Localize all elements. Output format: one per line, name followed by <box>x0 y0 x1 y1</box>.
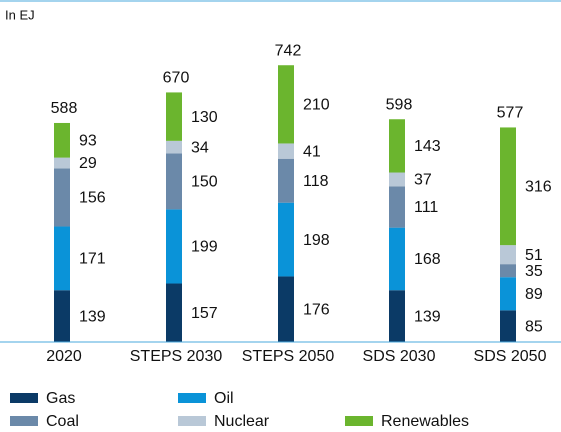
total-label: 742 <box>275 42 302 59</box>
value-label: 85 <box>525 318 543 335</box>
bar-segment <box>54 122 70 158</box>
value-label: 139 <box>414 308 441 325</box>
bar-segment <box>500 277 516 311</box>
value-label: 139 <box>79 308 106 325</box>
x-tick-label: SDS 2050 <box>474 348 547 365</box>
bar-segment <box>54 157 70 169</box>
value-label: 150 <box>191 174 218 191</box>
legend-swatch <box>345 416 373 426</box>
legend-swatch <box>178 416 206 426</box>
bar-segment <box>389 227 405 291</box>
value-label: 210 <box>303 97 330 114</box>
value-label: 171 <box>79 251 106 268</box>
value-label: 34 <box>191 139 209 156</box>
bar-segment <box>389 186 405 228</box>
value-label: 168 <box>414 251 441 268</box>
total-label: 670 <box>163 70 190 87</box>
total-label: 598 <box>386 96 413 113</box>
value-label: 176 <box>303 301 330 318</box>
x-tick-label: 2020 <box>46 348 82 365</box>
total-label: 588 <box>51 100 78 117</box>
value-label: 29 <box>79 155 97 172</box>
bar-segment <box>278 65 294 144</box>
legend-label: Gas <box>46 390 75 407</box>
legend-swatch <box>178 393 206 403</box>
legend-label: Nuclear <box>214 413 270 430</box>
legend-label: Coal <box>46 413 79 430</box>
value-label: 130 <box>191 109 218 126</box>
bar-segment <box>278 276 294 342</box>
bar-segment <box>278 158 294 203</box>
value-label: 198 <box>303 232 330 249</box>
bar-segment <box>166 153 182 210</box>
bar-segment <box>166 283 182 342</box>
x-tick-label: STEPS 2050 <box>242 348 335 365</box>
legend-label: Oil <box>214 390 234 407</box>
value-label: 35 <box>525 263 543 280</box>
bar-segment <box>500 127 516 246</box>
bar-segment <box>54 290 70 342</box>
bar-segment <box>389 290 405 342</box>
value-label: 51 <box>525 247 543 264</box>
legend-swatch <box>10 416 38 426</box>
x-tick-label: SDS 2030 <box>363 348 436 365</box>
value-label: 41 <box>303 143 321 160</box>
bar-segment <box>54 226 70 291</box>
value-label: 111 <box>414 199 438 216</box>
bar-segment <box>500 245 516 265</box>
legend-label: Renewables <box>381 413 469 430</box>
value-label: 199 <box>191 239 218 256</box>
bar-segment <box>389 119 405 173</box>
bar-segment <box>54 168 70 227</box>
value-label: 143 <box>414 138 441 155</box>
total-label: 577 <box>497 105 524 122</box>
bar-segment <box>278 143 294 159</box>
value-label: 316 <box>525 179 552 196</box>
x-tick-label: STEPS 2030 <box>130 348 223 365</box>
bar-segment <box>500 264 516 278</box>
bar-segment <box>166 140 182 154</box>
legend-swatch <box>10 393 38 403</box>
bar-segment <box>389 172 405 187</box>
unit-label: In EJ <box>5 7 35 22</box>
bar-segment <box>278 202 294 277</box>
value-label: 157 <box>191 305 218 322</box>
bar-segment <box>500 310 516 342</box>
value-label: 93 <box>79 133 97 150</box>
value-label: 89 <box>525 286 543 303</box>
value-label: 118 <box>303 173 329 190</box>
value-label: 37 <box>414 172 432 189</box>
bar-segment <box>166 209 182 284</box>
bar-segment <box>166 92 182 141</box>
value-label: 156 <box>79 190 106 207</box>
